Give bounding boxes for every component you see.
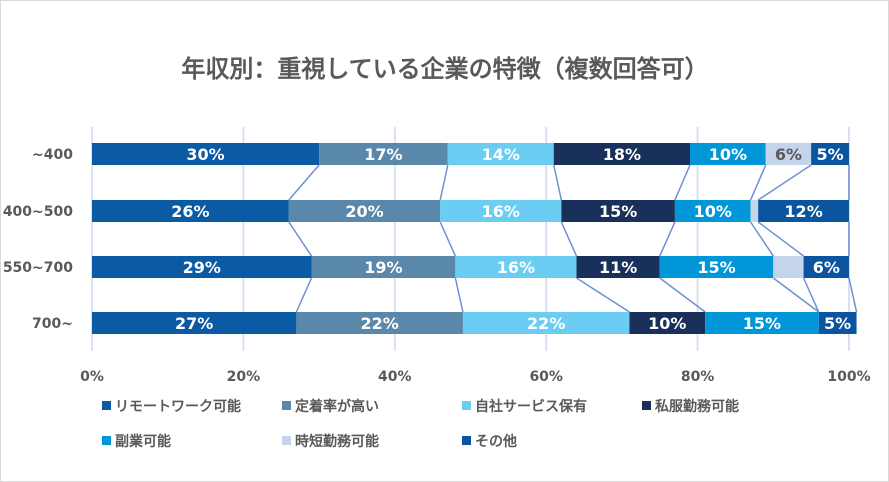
data-label: 17% — [364, 145, 402, 164]
data-label: 27% — [175, 314, 213, 333]
series-line — [802, 277, 820, 313]
bar-segment — [92, 143, 320, 165]
data-label: 29% — [183, 258, 221, 277]
data-label: 22% — [361, 314, 399, 333]
series-line — [848, 277, 858, 313]
bar-segment — [288, 200, 441, 222]
bar-segment — [296, 312, 463, 334]
legend-label: 時短勤務可能 — [295, 433, 379, 450]
legend-swatch — [462, 436, 471, 445]
x-tick-label: 0% — [80, 369, 104, 385]
legend-label: 私服勤務可能 — [655, 398, 739, 415]
data-label: 10% — [694, 202, 732, 221]
bar-segment — [455, 256, 577, 278]
series-line — [560, 221, 578, 257]
series-line — [659, 221, 676, 257]
legend-swatch — [282, 436, 291, 445]
legend-label: その他 — [475, 433, 517, 450]
series-line — [749, 221, 774, 257]
data-label: 19% — [364, 258, 402, 277]
x-tick-label: 80% — [681, 369, 715, 385]
series-line — [439, 164, 449, 201]
data-label: 6% — [775, 145, 802, 164]
bar-segment — [576, 256, 660, 278]
legend-label: 定着率が高い — [295, 398, 379, 415]
bar-segment — [803, 256, 849, 278]
data-label: 11% — [599, 258, 637, 277]
data-label: 5% — [824, 314, 851, 333]
series-line — [772, 277, 820, 313]
series-line — [439, 221, 457, 257]
legend-swatch — [102, 436, 111, 445]
data-label: 10% — [648, 314, 686, 333]
bar-segment — [765, 143, 812, 165]
data-label: 10% — [709, 145, 747, 164]
legend-label: 自社サービス保有 — [475, 398, 587, 415]
data-label: 12% — [784, 202, 822, 221]
data-label: 22% — [527, 314, 565, 333]
bar-segment — [690, 143, 766, 165]
series-line — [288, 164, 320, 201]
bar-segment — [92, 312, 297, 334]
legend-label: リモートワーク可能 — [115, 398, 241, 415]
bar-segment — [561, 200, 675, 222]
data-label: 6% — [813, 258, 840, 277]
data-label: 20% — [345, 202, 383, 221]
bar-segment — [705, 312, 819, 334]
bar-segment — [553, 143, 691, 165]
data-label: 14% — [482, 145, 520, 164]
series-line — [757, 221, 805, 257]
series-line — [553, 164, 563, 201]
data-label: 15% — [697, 258, 735, 277]
bar-segment — [462, 312, 630, 334]
bar-segment — [773, 256, 804, 278]
bar-segment — [818, 312, 857, 334]
x-tick-label: 60% — [529, 369, 563, 385]
legend-swatch — [282, 401, 291, 410]
series-line — [674, 164, 691, 201]
series-line — [757, 164, 812, 201]
data-label: 5% — [816, 145, 843, 164]
bar-segment — [629, 312, 706, 334]
category-label: 700~ — [32, 316, 73, 332]
bar-segment — [750, 200, 759, 222]
bar-segment — [758, 200, 849, 222]
legend-swatch — [642, 401, 651, 410]
series-line — [576, 277, 630, 313]
data-label: 16% — [497, 258, 535, 277]
x-tick-label: 40% — [378, 369, 412, 385]
x-tick-label: 20% — [227, 369, 261, 385]
data-label: 16% — [482, 202, 520, 221]
series-line — [288, 221, 313, 257]
bar-segment — [447, 143, 554, 165]
data-label: 26% — [171, 202, 209, 221]
data-label: 15% — [599, 202, 637, 221]
series-line — [749, 164, 767, 201]
data-label: 18% — [603, 145, 641, 164]
x-tick-label: 100% — [827, 369, 870, 385]
bar-segment — [659, 256, 774, 278]
legend-label: 副業可能 — [115, 433, 171, 450]
bar-segment — [92, 256, 312, 278]
chart-title: 年収別：重視している企業の特徴（複数回答可） — [181, 55, 708, 83]
series-line — [295, 277, 313, 313]
bar-segment — [92, 200, 289, 222]
series-line — [454, 277, 464, 313]
bar-segment — [319, 143, 448, 165]
category-label: ~400 — [32, 147, 73, 163]
category-label: 550~700 — [3, 260, 73, 276]
bar-segment — [311, 256, 456, 278]
data-label: 30% — [186, 145, 224, 164]
data-label: 15% — [743, 314, 781, 333]
bar-segment — [674, 200, 751, 222]
bar-segment — [440, 200, 562, 222]
legend-swatch — [462, 401, 471, 410]
category-label: 400~500 — [3, 204, 73, 220]
legend-swatch — [102, 401, 111, 410]
bar-segment — [811, 143, 849, 165]
series-line — [659, 277, 706, 313]
